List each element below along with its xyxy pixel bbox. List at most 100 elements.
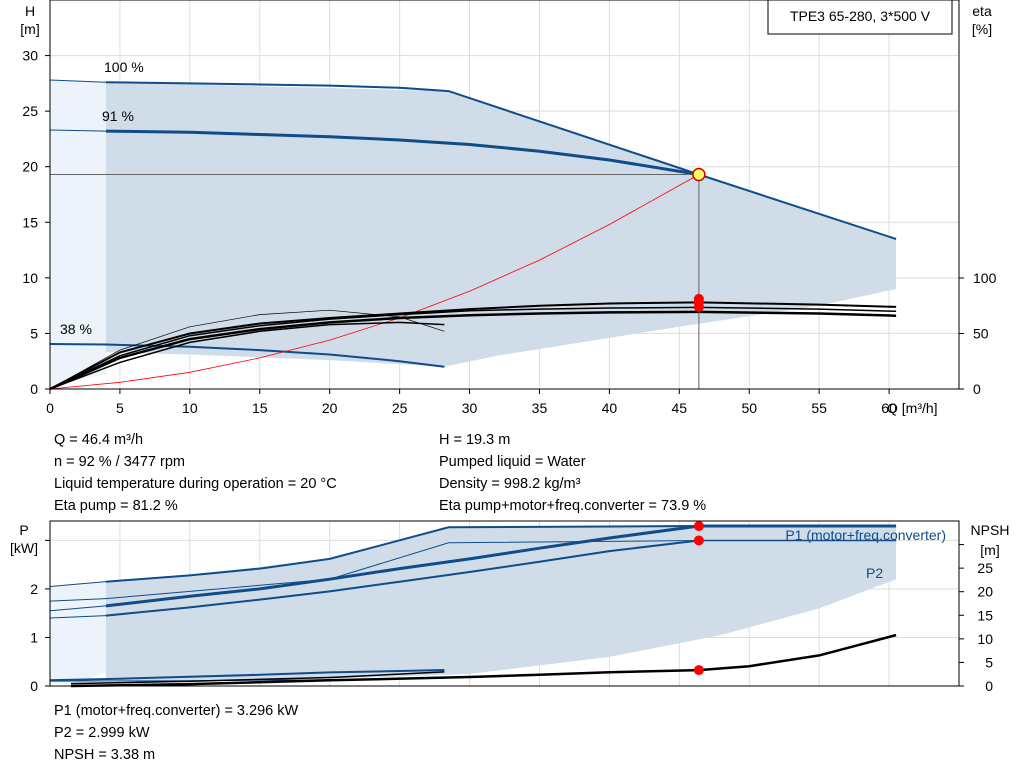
- eta-curve-low-speed-2: [49, 321, 445, 390]
- info-block-power: P1 (motor+freq.converter) = 3.296 kW P2 …: [54, 700, 298, 766]
- info-h: H = 19.3 m: [439, 432, 511, 448]
- top-chart-axes: 0 5 10 15 20 25 30 35 40 45 50 55 60 0 5 10 15 20 25 30 0 50 1…: [22, 48, 996, 416]
- npsh-point-marker: [693, 665, 704, 676]
- eta-tick-label: 100: [973, 270, 997, 286]
- top-ylabel-h-unit: [m]: [20, 21, 39, 37]
- eta-point-marker: [693, 293, 704, 304]
- chart-title: TPE3 65-280, 3*500 V: [790, 8, 931, 24]
- top-chart-markers: [50, 167, 706, 389]
- duty-point-marker: [692, 167, 706, 182]
- bottom-chart-curves: [49, 524, 897, 688]
- npsh-curve-low: [70, 671, 445, 685]
- info-n: n = 92 % / 3477 rpm: [54, 454, 185, 470]
- npsh-tick-label: 10: [977, 631, 993, 647]
- qh-curve-100: [105, 81, 897, 240]
- bottom-ylabel-npsh-unit: [m]: [980, 542, 999, 558]
- y-tick-label: 0: [30, 381, 38, 397]
- x-tick-label: 35: [532, 400, 548, 416]
- p1-curve-91: [105, 524, 700, 608]
- info-block-right: H = 19.3 m Pumped liquid = Water Density…: [439, 429, 706, 517]
- top-chart-curves: [49, 79, 897, 391]
- p-tick-label: 0: [30, 678, 38, 694]
- x-tick-label: 10: [182, 400, 198, 416]
- bottom-ylabel-p-unit: [kW]: [10, 540, 38, 556]
- x-tick-label: 40: [602, 400, 618, 416]
- eta-curve-pump: [49, 301, 897, 390]
- p-curve-38: [49, 669, 445, 682]
- p2-91-extension: [49, 615, 106, 619]
- min-speed-area: [50, 581, 106, 684]
- x-tick-label: 60: [881, 400, 897, 416]
- p1-point-marker: [693, 521, 704, 532]
- system-curve: [49, 174, 700, 390]
- qh-curve-91: [105, 129, 700, 176]
- npsh-tick-label: 5: [985, 654, 993, 670]
- y-tick-label: 15: [22, 214, 38, 230]
- info-eta-pump: Eta pump = 81.2 %: [54, 498, 178, 514]
- p1-extension: [49, 581, 106, 588]
- operating-area: [105, 82, 897, 367]
- bottom-chart-frame: [49, 520, 960, 687]
- p2-point-marker: [693, 535, 704, 546]
- top-ylabel-eta: eta: [972, 3, 992, 19]
- info-liquid-temp: Liquid temperature during operation = 20…: [54, 476, 337, 492]
- speed-label-91: 91 %: [102, 108, 134, 124]
- top-chart-frame: [49, 0, 960, 390]
- qh-curve-38: [49, 343, 445, 368]
- series-label-p2: P2: [866, 565, 883, 581]
- npsh-tick-label: 20: [977, 584, 993, 600]
- info-block-left: Q = 46.4 m³/h n = 92 % / 3477 rpm Liquid…: [54, 429, 337, 517]
- x-tick-label: 55: [811, 400, 827, 416]
- x-tick-label: 30: [462, 400, 478, 416]
- npsh-tick-label: 0: [985, 678, 993, 694]
- series-label-p1: P1 (motor+freq.converter): [785, 527, 946, 543]
- p-tick-label: 2: [30, 581, 38, 597]
- eta-curve-low-speed: [49, 309, 445, 390]
- npsh-tick-label: 15: [977, 607, 993, 623]
- top-xlabel: Q [m³/h]: [887, 400, 938, 416]
- info-npsh: NPSH = 3.38 m: [54, 747, 156, 763]
- p2-curve-91: [105, 539, 700, 617]
- y-tick-label: 20: [22, 159, 38, 175]
- p-tick-label: 1: [30, 629, 38, 645]
- x-tick-label: 20: [322, 400, 338, 416]
- x-tick-label: 5: [116, 400, 124, 416]
- y-tick-label: 5: [30, 325, 38, 341]
- y-tick-label: 10: [22, 270, 38, 286]
- info-q: Q = 46.4 m³/h: [54, 432, 144, 448]
- bottom-operating-area: [50, 526, 897, 684]
- p2-extension: [49, 598, 106, 602]
- eta-tick-label: 50: [973, 326, 989, 342]
- min-speed-area: [50, 80, 106, 389]
- npsh-curve: [70, 633, 897, 688]
- eta-curve-motor: [49, 306, 897, 390]
- top-ylabel-h: H: [25, 3, 35, 19]
- x-tick-label: 15: [252, 400, 268, 416]
- info-eta-total: Eta pump+motor+freq.converter = 73.9 %: [439, 498, 707, 514]
- curve-91-extension: [49, 129, 106, 132]
- x-tick-label: 50: [741, 400, 757, 416]
- x-tick-label: 45: [672, 400, 688, 416]
- bottom-ylabel-p: P: [19, 522, 28, 538]
- eta-tick-label: 0: [973, 381, 981, 397]
- info-density: Density = 998.2 kg/m³: [439, 476, 581, 492]
- x-tick-label: 25: [392, 400, 408, 416]
- operating-area: [105, 526, 897, 681]
- p1-91-extension: [49, 605, 106, 612]
- top-ylabel-eta-unit: [%]: [972, 21, 992, 37]
- y-tick-label: 30: [22, 48, 38, 64]
- bottom-chart-markers: [693, 521, 704, 676]
- info-p2: P2 = 2.999 kW: [54, 725, 150, 741]
- info-pumped-liquid: Pumped liquid = Water: [439, 454, 586, 470]
- npsh-tick-label: 25: [977, 560, 993, 576]
- y-tick-label: 25: [22, 103, 38, 119]
- info-p1: P1 (motor+freq.converter) = 3.296 kW: [54, 703, 299, 719]
- x-tick-label: 0: [46, 400, 54, 416]
- chart-title-box: [767, 0, 953, 35]
- speed-label-100: 100 %: [104, 59, 144, 75]
- curve-100-extension: [49, 79, 106, 83]
- bottom-ylabel-npsh: NPSH: [971, 522, 1010, 538]
- eta-curve-total: [49, 310, 897, 391]
